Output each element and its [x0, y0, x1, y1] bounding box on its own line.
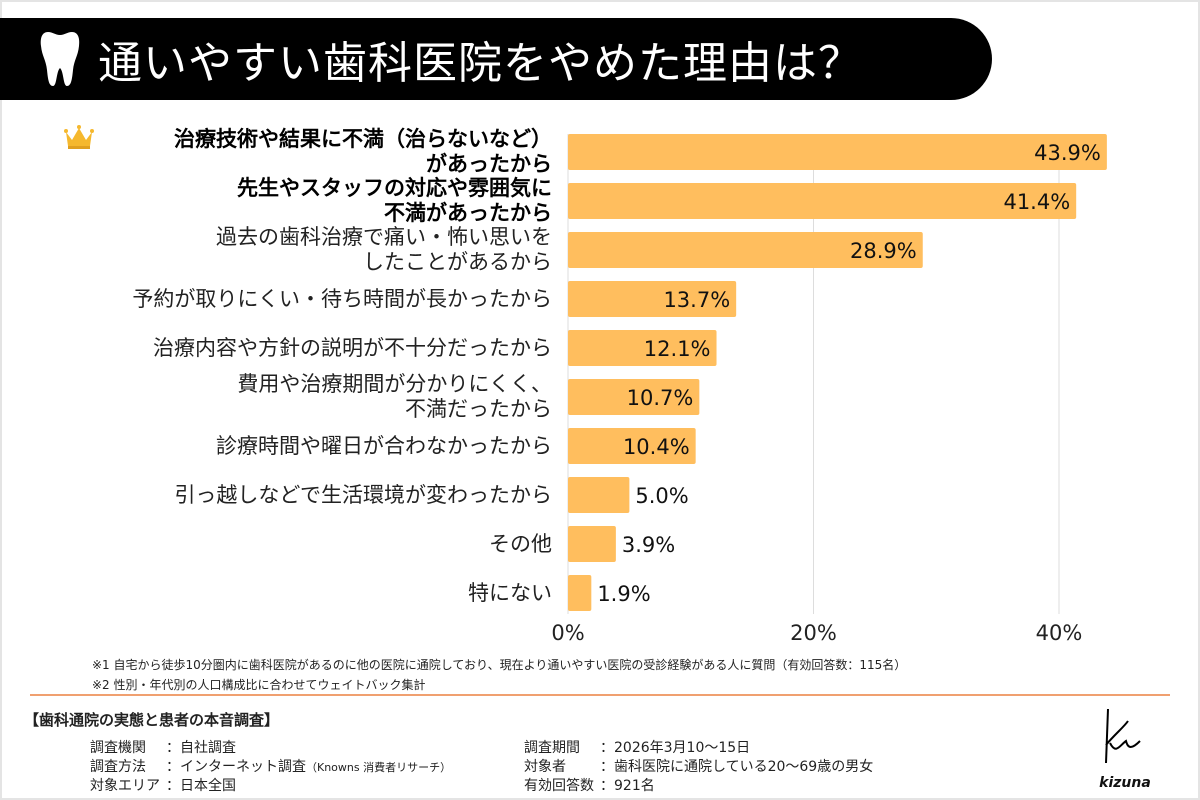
category-label: 治療技術や結果に不満（治らないなど） があったから — [0, 127, 552, 177]
x-tick-label: 0% — [551, 621, 584, 645]
survey-value: ：日本全国 — [166, 778, 236, 794]
category-label-line: 不満があったから — [384, 201, 552, 225]
bar — [568, 183, 1077, 219]
survey-key: 調査機関 — [90, 740, 146, 756]
survey-key: 調査期間 — [524, 740, 580, 756]
category-label-line: その他 — [489, 531, 552, 556]
survey-value: ：921名 — [600, 778, 655, 794]
category-label: 特にない — [0, 581, 552, 606]
category-label: 費用や治療期間が分かりにくく、 不満だったから — [0, 372, 552, 422]
chart-plot: 0% 20% 40% 43.9% 41.4% 28.9% 13.7% 12.1% 10.7% 10… — [551, 134, 1107, 645]
bar-chart: 0% 20% 40% 43.9% 41.4% 28.9% 13.7% 12.1% 10.7% 10… — [0, 110, 1180, 650]
category-label-line: 先生やスタッフの対応や雰囲気に — [237, 176, 552, 200]
tooth-icon — [40, 32, 80, 86]
bar — [568, 232, 923, 268]
survey-key: 対象エリア — [90, 778, 160, 794]
survey-key: 対象者 — [524, 759, 566, 775]
category-label-line: したことがあるから — [363, 250, 552, 274]
value-label: 3.9% — [622, 533, 675, 557]
value-label: 41.4% — [1003, 190, 1070, 214]
survey-value: ：歯科医院に通院している20〜69歳の男女 — [600, 759, 874, 775]
page-title: 通いやすい歯科医院をやめた理由は？ — [98, 38, 863, 89]
category-label-line: 費用や治療期間が分かりにくく、 — [237, 372, 552, 396]
bar — [568, 428, 696, 464]
category-label: 予約が取りにくい・待ち時間が長かったから — [0, 287, 552, 312]
category-label-line: 不満だったから — [405, 397, 552, 421]
footnote-1: ※1 自宅から徒歩10分圏内に歯科医院があるのに他の医院に通院しており、現在より… — [92, 658, 907, 672]
x-tick-label: 40% — [1036, 621, 1083, 645]
category-label: 引っ越しなどで生活環境が変わったから — [0, 483, 552, 508]
bar — [568, 477, 630, 513]
value-label: 28.9% — [850, 239, 917, 263]
survey-key: 調査方法 — [90, 759, 146, 775]
category-label-line: 診療時間や曜日が合わなかったから — [216, 433, 552, 458]
bar — [568, 379, 700, 415]
category-label: 過去の歯科治療で痛い・怖い思いを したことがあるから — [0, 225, 552, 275]
category-label: 治療内容や方針の説明が不十分だったから — [0, 336, 552, 361]
survey-heading: 【歯科通院の実態と患者の本音調査】 — [24, 711, 280, 729]
footnote-2: ※2 性別・年代別の人口構成比に合わせてウェイトバック集計 — [92, 678, 426, 692]
logo-text: kizuna — [1099, 775, 1151, 791]
category-label: 先生やスタッフの対応や雰囲気に 不満があったから — [0, 176, 552, 226]
category-label-line: 引っ越しなどで生活環境が変わったから — [174, 482, 552, 507]
bar — [568, 134, 1107, 170]
value-label: 5.0% — [635, 484, 688, 508]
value-label: 12.1% — [644, 337, 711, 361]
category-label-line: 治療技術や結果に不満（治らないなど） — [174, 127, 552, 151]
bar — [568, 526, 616, 562]
survey-value: ：自社調査 — [166, 740, 236, 756]
category-label-line: 過去の歯科治療で痛い・怖い思いを — [216, 225, 552, 249]
kizuna-logo: kizuna — [1090, 705, 1160, 795]
value-label: 10.4% — [623, 435, 690, 459]
bar — [568, 330, 717, 366]
survey-value: ：インターネット調査（Knowns 消費者リサーチ） — [166, 756, 451, 776]
category-label: 診療時間や曜日が合わなかったから — [0, 434, 552, 459]
crown-icon — [64, 125, 94, 149]
x-tick-label: 20% — [790, 621, 837, 645]
survey-value-text: ：インターネット調査 — [166, 759, 306, 775]
value-label: 1.9% — [597, 582, 650, 606]
bar — [568, 281, 737, 317]
category-label-line: 特にない — [468, 580, 552, 605]
value-label: 10.7% — [627, 386, 694, 410]
divider — [30, 694, 1170, 696]
logo-mark — [1105, 708, 1141, 764]
category-label-line: があったから — [426, 152, 552, 176]
survey-value: ：2026年3月10〜15日 — [600, 740, 751, 756]
bar — [568, 575, 592, 611]
category-label: その他 — [0, 532, 552, 557]
category-label-line: 治療内容や方針の説明が不十分だったから — [153, 335, 552, 360]
category-label-line: 予約が取りにくい・待ち時間が長かったから — [132, 286, 552, 311]
title-bar: 通いやすい歯科医院をやめた理由は？ — [0, 18, 992, 100]
value-label: 43.9% — [1034, 141, 1101, 165]
survey-value-note: （Knowns 消費者リサーチ） — [306, 761, 452, 774]
value-label: 13.7% — [663, 288, 730, 312]
survey-key: 有効回答数 — [524, 778, 594, 794]
